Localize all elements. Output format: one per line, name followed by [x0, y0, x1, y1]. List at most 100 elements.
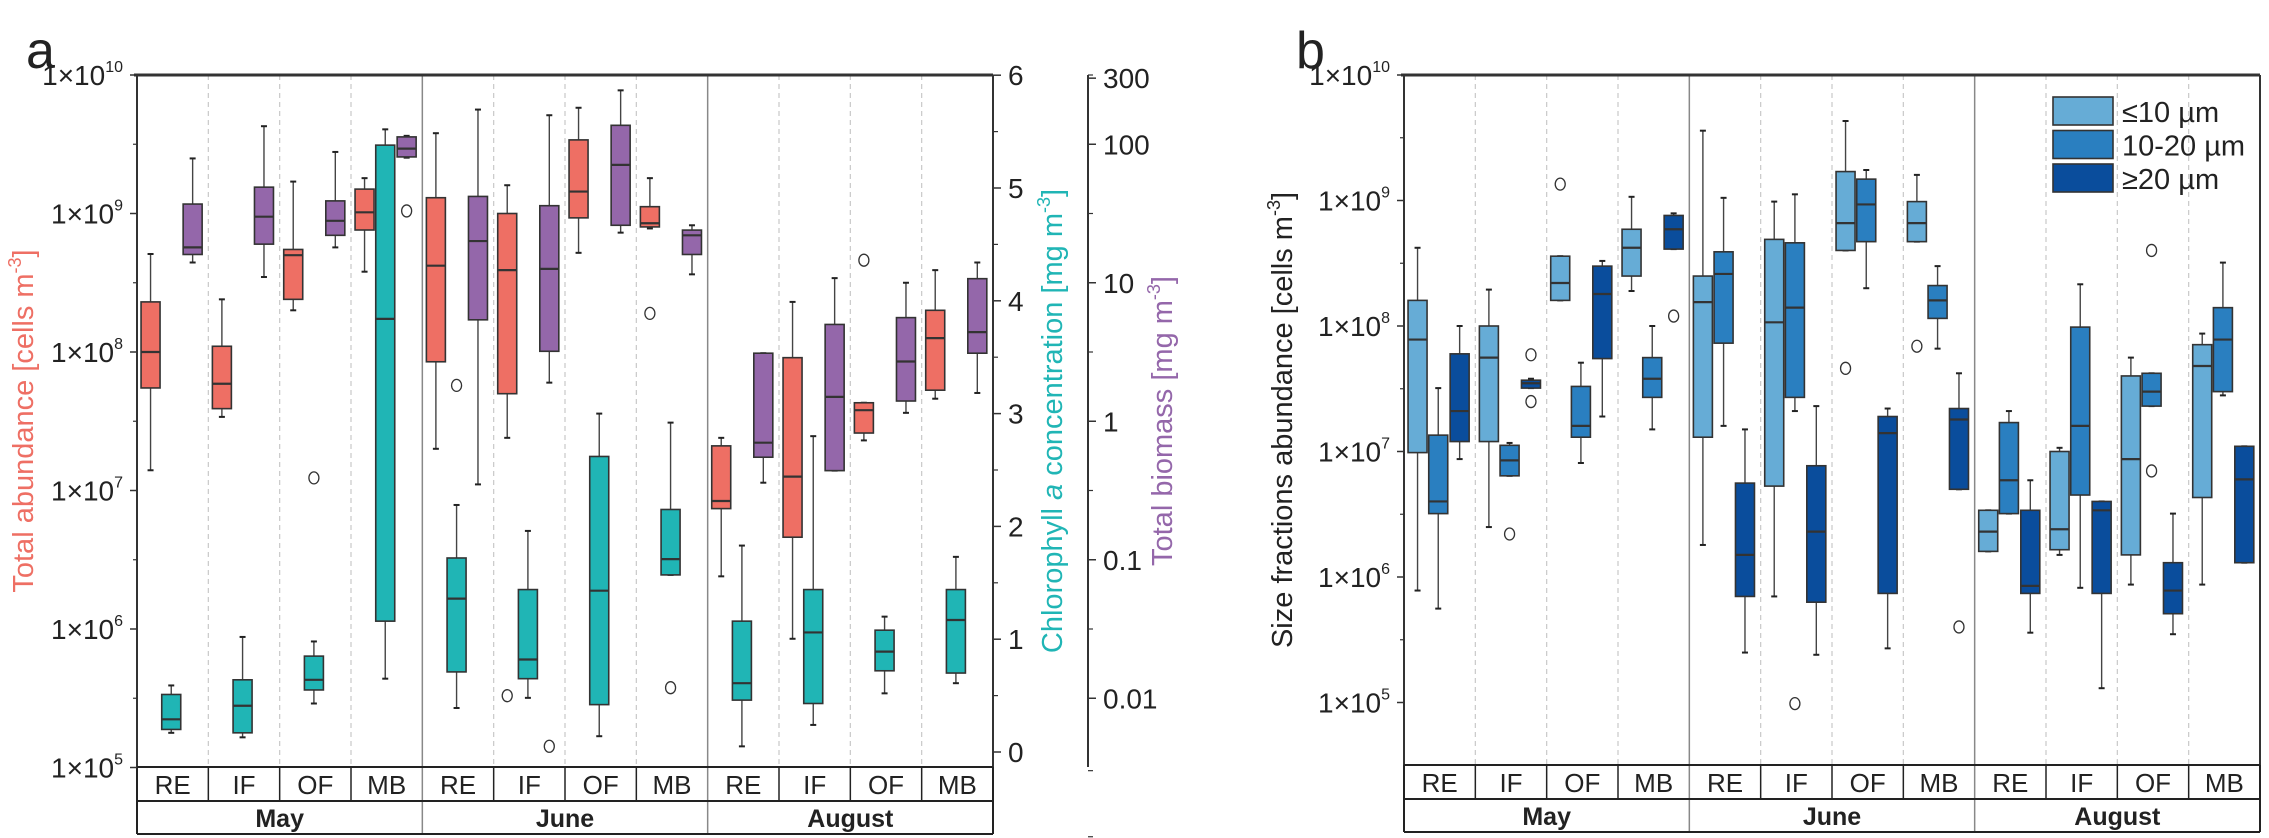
boxplot-size-fraction	[1478, 288, 1500, 529]
box-iqr	[1621, 228, 1642, 277]
chl-tick-label: 3	[1008, 399, 1024, 430]
chl-tick-label: 6	[1008, 60, 1024, 91]
box-iqr	[1663, 214, 1684, 250]
outlier-point	[664, 681, 677, 695]
biomass-tick-label: 100	[1103, 129, 1150, 160]
box-iqr	[496, 212, 518, 395]
boxplot-chl	[303, 471, 325, 705]
tick-exponent: 8	[1381, 310, 1390, 327]
month-label: June	[536, 805, 594, 833]
panel-a-chart: a RE IF OF MB RE IF OF MB RE IF OF MB May June August 1×…	[5, 22, 1179, 838]
boxplot-size-fraction	[2212, 261, 2234, 397]
tick-exponent: 8	[114, 336, 123, 353]
box-iqr	[967, 277, 988, 354]
panel-label: a	[26, 22, 55, 80]
outlier-point	[543, 739, 555, 753]
boxplot-size-fraction	[1855, 168, 1877, 290]
outlier-point	[1953, 620, 1965, 634]
axis-label-part: Total abundance [cells m	[8, 273, 40, 592]
chl-tick-label: 5	[1008, 173, 1024, 204]
boxplot-size-fraction	[2234, 445, 2255, 564]
axis-label-part: concentration [mg m	[1037, 213, 1069, 484]
boxplot-size-fraction	[1407, 246, 1428, 592]
legend-swatch	[2052, 129, 2114, 160]
box-iqr	[1927, 284, 1948, 320]
box-iqr	[753, 352, 774, 459]
tick-exponent: 10	[1372, 59, 1390, 76]
site-label: OF	[1564, 768, 1600, 798]
tick-base: 1×10	[42, 60, 105, 91]
boxplot-size-fraction	[1835, 119, 1856, 375]
outlier-point	[1525, 348, 1537, 362]
box-iqr	[1570, 385, 1592, 439]
box-iqr	[2020, 509, 2041, 595]
box-iqr	[140, 301, 161, 389]
axis-label-part: -3	[1144, 284, 1164, 300]
y-tick-label: 1×107	[51, 475, 123, 507]
y-tick-label: 1×109	[1318, 185, 1390, 217]
box-iqr	[2191, 343, 2213, 499]
box-iqr	[1784, 242, 1806, 399]
biomass-tick-label: 300	[1103, 63, 1150, 94]
boxplot-bio	[182, 157, 203, 264]
boxplot-bio	[467, 108, 489, 486]
box-iqr	[1692, 275, 1714, 439]
boxplot-size-fraction	[2091, 500, 2112, 690]
biomass-tick-label: 1	[1103, 406, 1119, 437]
outlier-point	[644, 306, 656, 321]
site-label: OF	[868, 770, 904, 800]
boxplot-size-fraction	[1449, 325, 1470, 461]
boxplot-size-fraction	[1692, 129, 1714, 546]
boxplot-chl	[588, 412, 610, 738]
tick-base: 1×10	[1318, 311, 1381, 342]
boxplot-bio	[539, 114, 560, 753]
boxplot-size-fraction	[2141, 243, 2162, 478]
boxplot-left	[354, 177, 375, 273]
box-iqr	[211, 345, 233, 410]
box-iqr	[2091, 500, 2112, 595]
box-iqr	[874, 629, 895, 672]
tick-base: 1×10	[1318, 186, 1381, 217]
boxplot-size-fraction	[1520, 348, 1542, 409]
chl-tick-label: 1	[1008, 624, 1024, 655]
month-label: May	[255, 805, 304, 833]
box-iqr	[374, 144, 396, 622]
boxplot-size-fraction	[1763, 200, 1785, 598]
axis-label-part: Size fractions abundance [cells m	[1267, 216, 1299, 648]
outlier-point	[2145, 243, 2158, 258]
boxplot-size-fraction	[1734, 428, 1756, 654]
box-iqr	[639, 205, 661, 228]
boxplot-size-fraction	[1877, 407, 1898, 650]
site-label: MB	[1634, 768, 1673, 798]
site-label: RE	[440, 770, 476, 800]
box-iqr	[1855, 178, 1877, 243]
y-axis-label-size-fractions: Size fractions abundance [cells m-3]	[1264, 192, 1299, 648]
tick-exponent: 7	[114, 475, 123, 492]
outlier-point	[2145, 464, 2158, 478]
tick-base: 1×10	[51, 199, 114, 230]
box-iqr	[802, 588, 824, 705]
boxplot-bio	[753, 352, 774, 484]
boxplot-chl	[802, 435, 824, 726]
boxplot-left	[710, 436, 732, 578]
box-iqr	[1835, 170, 1856, 252]
outlier-point	[1667, 309, 1680, 323]
box-iqr	[731, 620, 753, 701]
boxplot-bio	[824, 277, 845, 472]
boxplot-bio	[396, 134, 417, 218]
boxplot-bio	[967, 261, 988, 394]
panel-label: b	[1296, 22, 1325, 80]
boxplot-size-fraction	[1663, 212, 1684, 323]
boxplot-chl	[731, 544, 753, 748]
box-iqr	[895, 316, 917, 402]
outlier-point	[1839, 361, 1852, 375]
tick-exponent: 6	[1381, 561, 1390, 578]
boxplot-size-fraction	[2069, 283, 2091, 589]
site-label: IF	[1785, 768, 1808, 798]
axis-label-part: ]	[1037, 189, 1069, 197]
biomass-tick-label: 10	[1103, 268, 1134, 299]
box-iqr	[588, 455, 610, 706]
site-label: OF	[1850, 768, 1886, 798]
legend-label: ≥20 µm	[2122, 164, 2219, 196]
